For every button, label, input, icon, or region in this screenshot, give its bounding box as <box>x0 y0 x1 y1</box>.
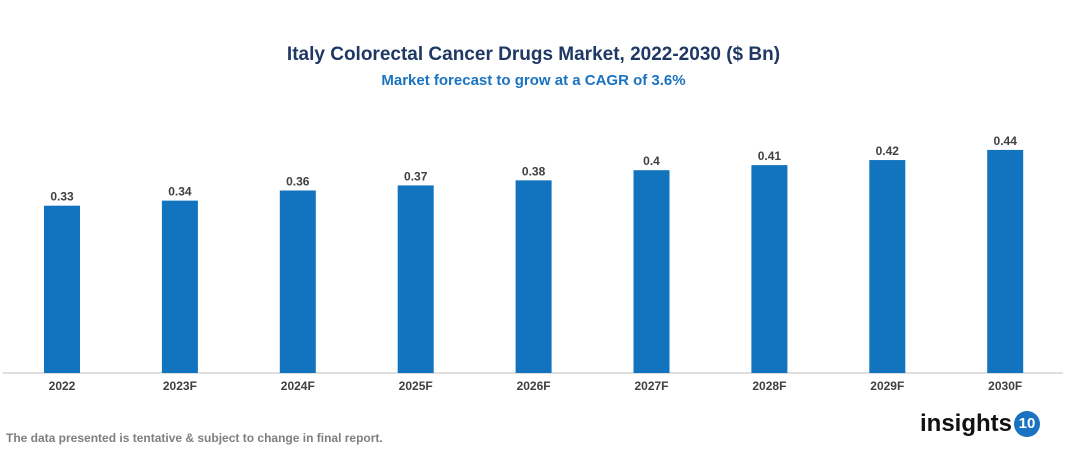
x-tick-label: 2024F <box>281 379 315 393</box>
data-label: 0.42 <box>876 144 900 158</box>
bar-2029F <box>869 160 906 373</box>
disclaimer-note: The data presented is tentative & subjec… <box>6 431 383 445</box>
bar-2026F <box>515 180 552 373</box>
bar-2027F <box>633 170 670 373</box>
chart-subtitle: Market forecast to grow at a CAGR of 3.6… <box>381 72 686 89</box>
logo-text: insights <box>920 410 1013 437</box>
data-label: 0.34 <box>168 185 192 199</box>
x-tick-label: 2029F <box>870 379 904 393</box>
bar-2024F <box>279 190 316 373</box>
data-label: 0.36 <box>286 174 310 188</box>
chart-title: Italy Colorectal Cancer Drugs Market, 20… <box>286 44 781 65</box>
data-label: 0.38 <box>522 164 546 178</box>
x-tick-label: 2023F <box>163 379 197 393</box>
x-tick-label: 2028F <box>752 379 786 393</box>
data-label: 0.37 <box>404 169 428 183</box>
data-label: 0.4 <box>643 154 660 168</box>
bar-2028F <box>751 165 788 373</box>
logo-badge: 10 <box>1014 411 1041 437</box>
x-tick-label: 2027F <box>634 379 668 393</box>
x-tick-label: 2030F <box>988 379 1022 393</box>
bar-2022 <box>44 205 80 373</box>
insights10-logo: insights 10 <box>920 410 1041 438</box>
x-tick-label: 2022 <box>49 379 76 393</box>
data-label: 0.41 <box>758 149 782 163</box>
data-label: 0.44 <box>994 134 1018 148</box>
x-tick-label: 2025F <box>399 379 433 393</box>
bar-2023F <box>161 200 198 373</box>
bar-2030F <box>987 149 1024 373</box>
data-label: 0.33 <box>50 190 74 204</box>
bar-2025F <box>397 185 434 373</box>
x-tick-label: 2026F <box>517 379 551 393</box>
